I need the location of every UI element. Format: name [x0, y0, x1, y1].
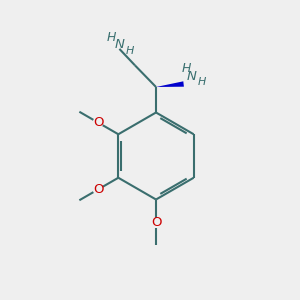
Polygon shape	[156, 81, 184, 87]
Text: H: H	[182, 62, 191, 75]
Text: O: O	[93, 116, 103, 129]
Text: O: O	[151, 216, 161, 230]
Text: H: H	[106, 31, 116, 44]
Text: N: N	[115, 38, 124, 51]
Text: H: H	[198, 76, 206, 87]
Text: H: H	[126, 46, 134, 56]
Text: N: N	[187, 70, 197, 83]
Text: O: O	[93, 183, 103, 196]
